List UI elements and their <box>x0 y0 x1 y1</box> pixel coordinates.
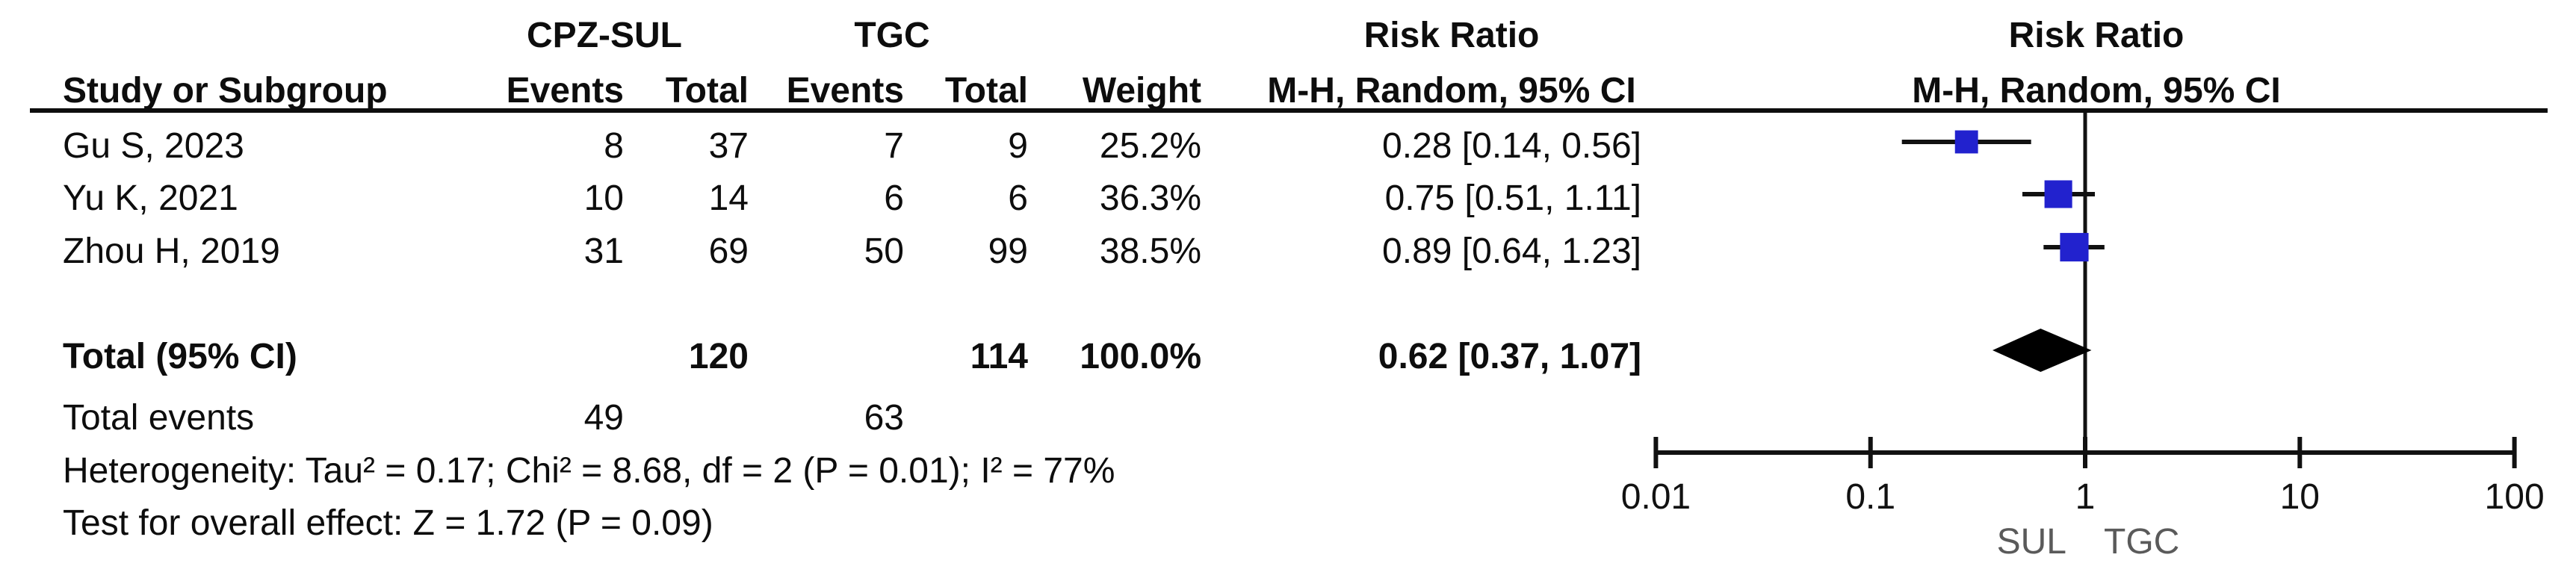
treatment-group-header: CPZ-SUL <box>527 16 682 55</box>
total-events-control: 63 <box>864 398 904 438</box>
control-events-value: 50 <box>864 232 904 271</box>
study-name: Yu K, 2021 <box>63 178 238 218</box>
total-risk-ratio-ci-value: 0.62 [0.37, 1.07] <box>1378 337 1641 376</box>
axis-tick-label: 1 <box>2075 477 2096 517</box>
treatment-total-header: Total <box>665 71 749 111</box>
weight-value: 25.2% <box>1099 126 1201 166</box>
control-group-header: TGC <box>854 16 930 55</box>
risk-ratio-text-column-title: Risk Ratio <box>1363 16 1540 55</box>
study-column-header: Study or Subgroup <box>63 71 388 111</box>
control-total-value: 9 <box>1008 126 1028 166</box>
total-weight-value: 100.0% <box>1080 337 1201 376</box>
favours-right-label: TGC <box>2104 522 2179 562</box>
axis-tick-label: 100 <box>2485 477 2545 517</box>
overall-diamond <box>1992 329 2092 372</box>
total-row-label: Total (95% CI) <box>63 337 297 376</box>
weight-value: 36.3% <box>1099 178 1201 218</box>
risk-ratio-plot-column-title: Risk Ratio <box>2008 16 2185 55</box>
risk-ratio-ci-value: 0.28 [0.14, 0.56] <box>1382 126 1641 166</box>
treatment-total-value: 14 <box>708 178 749 218</box>
effect-square <box>2060 232 2089 262</box>
axis-tick-label: 0.01 <box>1621 477 1691 517</box>
treatment-events-value: 8 <box>604 126 624 166</box>
treatment-total-value: 69 <box>708 232 749 271</box>
mh-plot-column-header: M-H, Random, 95% CI <box>1912 71 2281 111</box>
header-rule <box>30 108 2548 113</box>
favours-left-label: SUL <box>1997 522 2066 562</box>
control-events-header: Events <box>786 71 904 111</box>
risk-ratio-ci-value: 0.89 [0.64, 1.23] <box>1382 232 1641 271</box>
total-events-treatment: 49 <box>583 398 624 438</box>
mh-text-column-header: M-H, Random, 95% CI <box>1267 71 1636 111</box>
treatment-events-header: Events <box>506 71 624 111</box>
total-control-n: 114 <box>970 337 1028 376</box>
treatment-events-value: 31 <box>583 232 624 271</box>
control-total-value: 6 <box>1008 178 1028 218</box>
effect-square <box>1954 130 1978 154</box>
control-total-header: Total <box>944 71 1028 111</box>
risk-ratio-ci-value: 0.75 [0.51, 1.11] <box>1384 178 1641 218</box>
total-treatment-n: 120 <box>688 337 749 376</box>
treatment-total-value: 37 <box>708 126 749 166</box>
control-events-value: 6 <box>884 178 904 218</box>
heterogeneity-stats: Heterogeneity: Tau² = 0.17; Chi² = 8.68,… <box>63 451 1115 491</box>
study-name: Gu S, 2023 <box>63 126 244 166</box>
total-events-label: Total events <box>63 398 255 438</box>
study-name: Zhou H, 2019 <box>63 232 280 271</box>
overall-effect-stats: Test for overall effect: Z = 1.72 (P = 0… <box>63 503 713 543</box>
axis-tick-label: 10 <box>2280 477 2320 517</box>
weight-value: 38.5% <box>1099 232 1201 271</box>
effect-square <box>2044 180 2072 208</box>
treatment-events-value: 10 <box>583 178 624 218</box>
control-events-value: 7 <box>884 126 904 166</box>
axis-tick-label: 0.1 <box>1845 477 1895 517</box>
weight-column-header: Weight <box>1082 71 1201 111</box>
control-total-value: 99 <box>988 232 1028 271</box>
